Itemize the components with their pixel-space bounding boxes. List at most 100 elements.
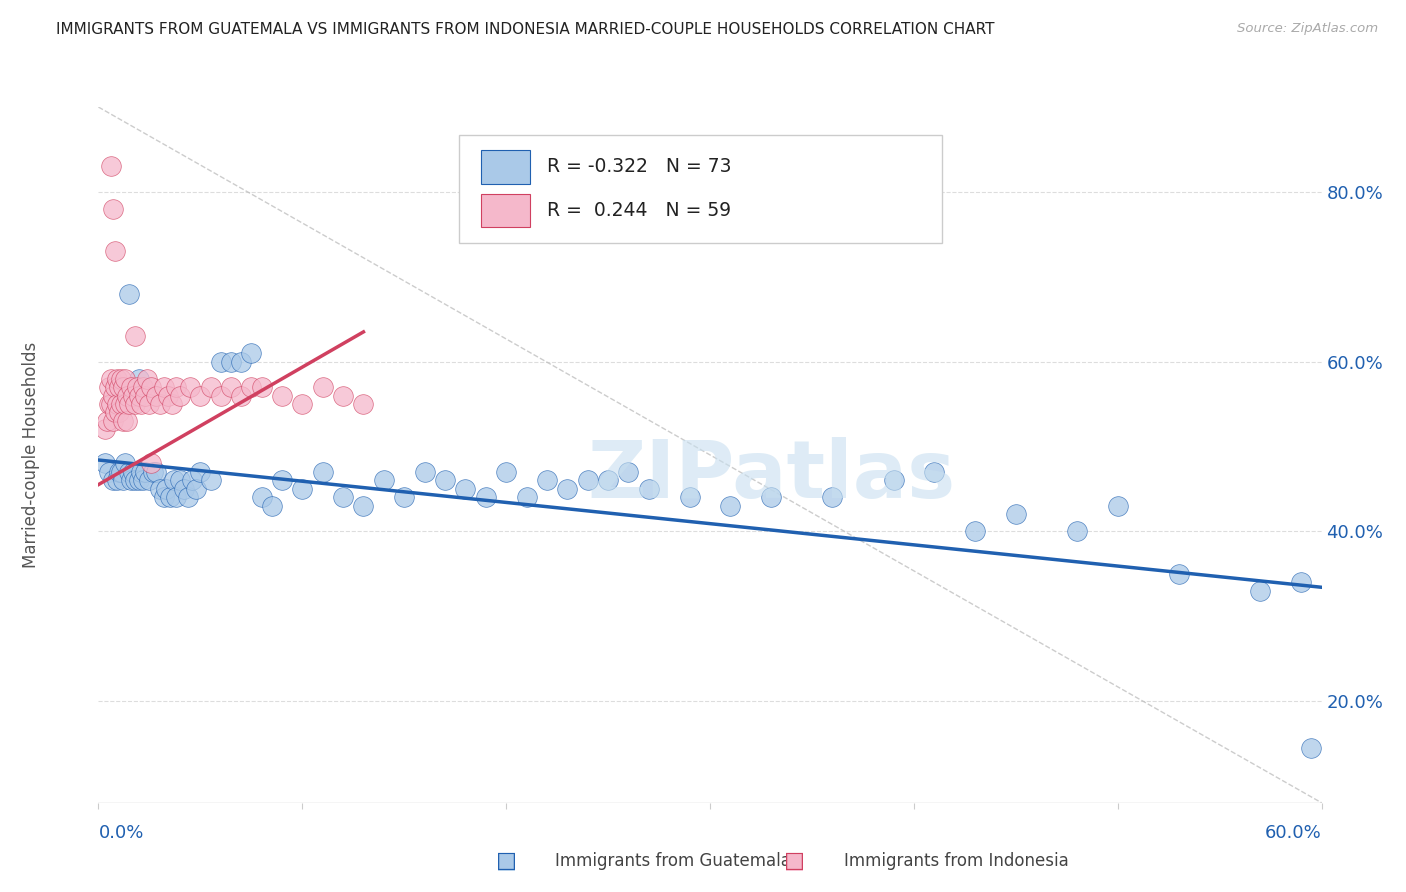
Point <box>134 465 156 479</box>
Point <box>454 482 477 496</box>
Point <box>101 414 124 428</box>
Point <box>188 465 212 479</box>
Point <box>186 482 208 496</box>
Point <box>132 380 155 394</box>
Text: □: □ <box>785 851 804 871</box>
Point <box>240 380 263 394</box>
Point <box>101 474 124 488</box>
Point <box>152 491 174 505</box>
Point <box>132 474 155 488</box>
Point <box>105 474 128 488</box>
Point <box>96 414 118 428</box>
Point <box>129 465 152 479</box>
Point <box>1004 508 1026 522</box>
Point <box>118 465 141 479</box>
Point <box>141 380 163 394</box>
Point <box>598 474 620 488</box>
Point <box>93 422 115 436</box>
Point <box>111 474 134 488</box>
Point <box>138 474 160 488</box>
Point <box>97 397 120 411</box>
Point <box>108 465 131 479</box>
Point <box>392 491 416 505</box>
Point <box>922 465 945 479</box>
Point <box>105 371 128 385</box>
Point <box>115 388 138 402</box>
Point <box>332 388 354 402</box>
Point <box>169 474 191 488</box>
Point <box>679 491 702 505</box>
Point <box>114 371 136 385</box>
Point <box>200 474 222 488</box>
Text: Immigrants from Indonesia: Immigrants from Indonesia <box>844 852 1069 870</box>
Point <box>638 482 661 496</box>
Point <box>124 474 146 488</box>
Point <box>128 371 150 385</box>
Point <box>115 414 138 428</box>
Point <box>219 354 242 368</box>
Point <box>110 371 132 385</box>
Point <box>231 388 253 402</box>
Point <box>1301 740 1323 755</box>
Point <box>169 388 191 402</box>
Point <box>149 397 172 411</box>
Point <box>474 491 498 505</box>
Point <box>291 482 314 496</box>
Point <box>163 474 186 488</box>
Point <box>332 491 354 505</box>
Point <box>114 457 136 471</box>
Point <box>155 482 177 496</box>
Text: Immigrants from Guatemala: Immigrants from Guatemala <box>555 852 792 870</box>
Point <box>101 202 124 216</box>
Point <box>270 474 294 488</box>
Point <box>188 388 212 402</box>
Text: R = -0.322   N = 73: R = -0.322 N = 73 <box>547 157 733 177</box>
Point <box>173 482 195 496</box>
Point <box>352 499 374 513</box>
Point <box>118 286 141 301</box>
Bar <box>481 150 530 184</box>
Point <box>291 397 314 411</box>
Point <box>1291 575 1313 590</box>
Text: IMMIGRANTS FROM GUATEMALA VS IMMIGRANTS FROM INDONESIA MARRIED-COUPLE HOUSEHOLDS: IMMIGRANTS FROM GUATEMALA VS IMMIGRANTS … <box>56 22 994 37</box>
Point <box>101 388 124 402</box>
Point <box>965 524 987 539</box>
Point <box>120 380 142 394</box>
Point <box>434 474 457 488</box>
Point <box>100 160 122 174</box>
Point <box>352 397 374 411</box>
Point <box>516 491 538 505</box>
Point <box>105 397 128 411</box>
Point <box>177 491 200 505</box>
Point <box>104 380 127 394</box>
Point <box>160 397 183 411</box>
Point <box>240 346 263 360</box>
Point <box>156 388 179 402</box>
Point <box>720 499 742 513</box>
Point <box>1249 583 1271 598</box>
Point <box>108 380 131 394</box>
Point <box>209 388 232 402</box>
Point <box>557 482 579 496</box>
Point <box>108 405 131 419</box>
Point <box>136 371 159 385</box>
Point <box>127 380 149 394</box>
Point <box>122 388 145 402</box>
Point <box>219 380 242 394</box>
Point <box>250 491 273 505</box>
Text: 0.0%: 0.0% <box>98 824 143 842</box>
Point <box>165 380 187 394</box>
Point <box>141 457 163 471</box>
Point <box>129 397 152 411</box>
Point <box>97 380 120 394</box>
Text: Source: ZipAtlas.com: Source: ZipAtlas.com <box>1237 22 1378 36</box>
Point <box>761 491 783 505</box>
Point <box>495 465 517 479</box>
Point <box>209 354 232 368</box>
Point <box>118 397 141 411</box>
Text: R =  0.244   N = 59: R = 0.244 N = 59 <box>547 202 731 220</box>
Point <box>145 465 167 479</box>
Point <box>250 380 273 394</box>
Point <box>200 380 222 394</box>
Point <box>122 465 145 479</box>
